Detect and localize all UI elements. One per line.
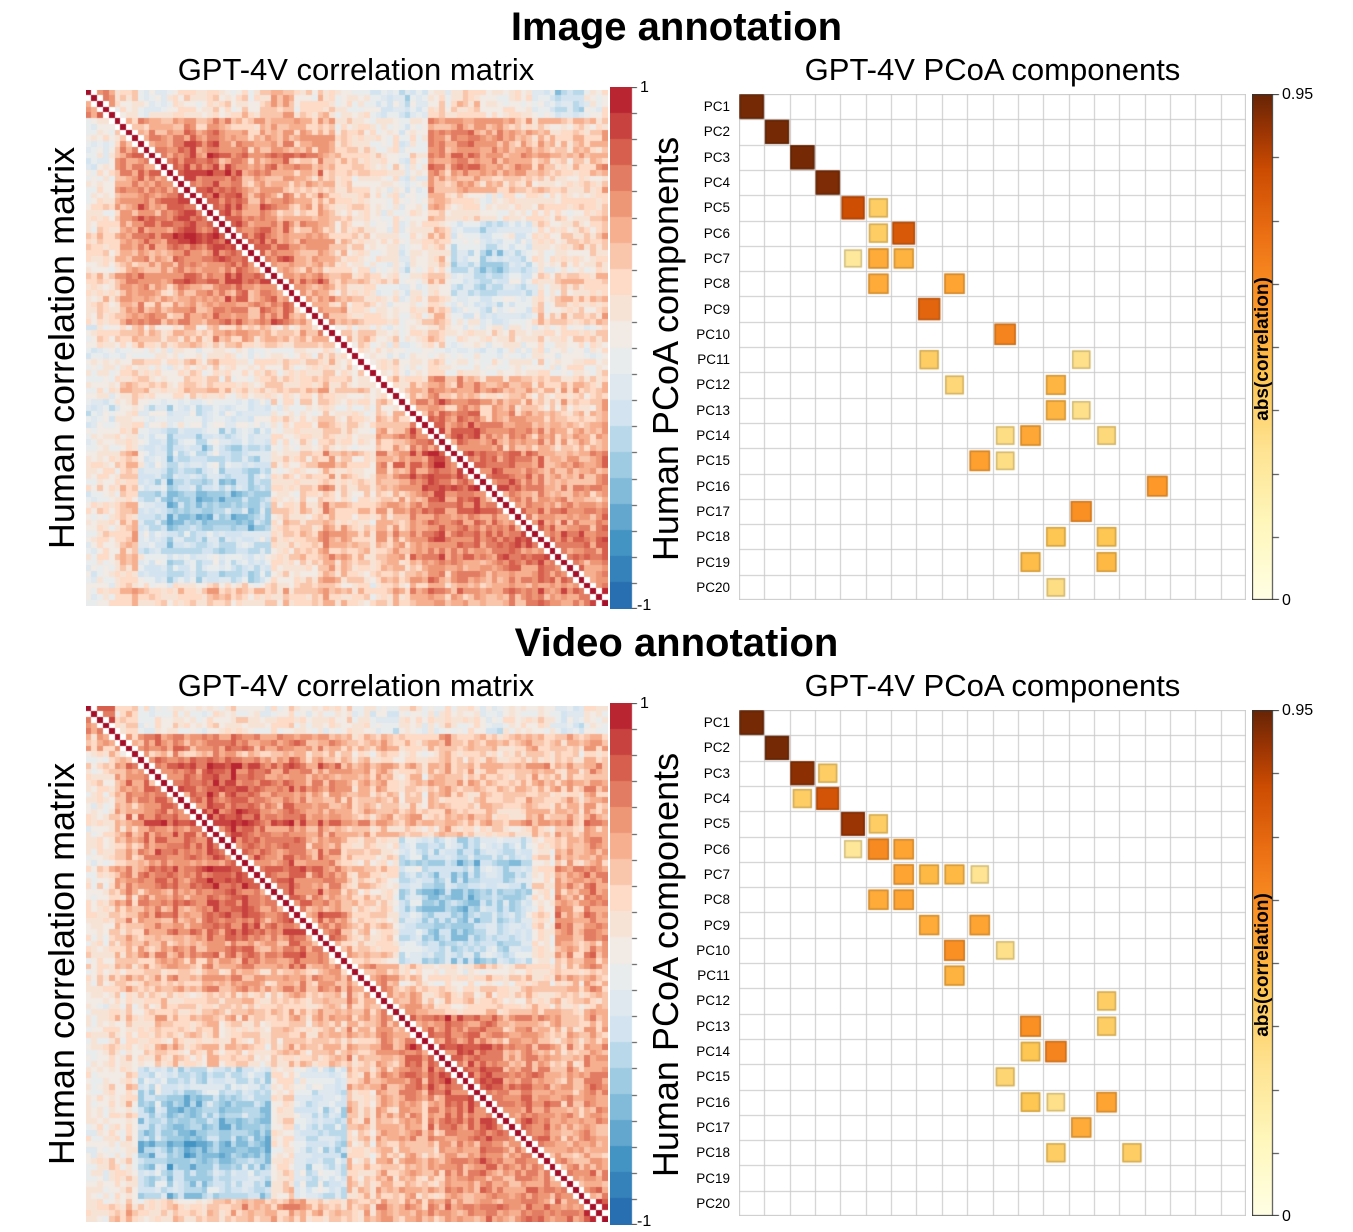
section-title: Image annotation xyxy=(510,5,843,49)
correlation-heatmap-canvas xyxy=(86,706,608,1222)
heatmap-colorbar-min: -1 xyxy=(637,597,652,614)
pcoa-row-label: PC8 xyxy=(703,276,730,292)
pcoa-row-label: PC11 xyxy=(697,968,730,984)
section-image-annotation: Image annotation GPT-4V correlation matr… xyxy=(41,5,1314,614)
pcoa-title: GPT-4V PCoA components xyxy=(804,52,1181,87)
heatmap-colorbar-max: 1 xyxy=(640,695,649,712)
pcoa-ylabel: Human PCoA components xyxy=(645,136,686,562)
correlation-heatmap-canvas xyxy=(86,90,608,606)
pcoa-row-label: PC16 xyxy=(696,478,730,494)
heatmap-colorbar xyxy=(610,703,642,1225)
pcoa-row-label: PC6 xyxy=(703,841,730,857)
pcoa-row-label: PC18 xyxy=(696,529,730,545)
pcoa-row-label: PC2 xyxy=(703,740,730,756)
pcoa-row-label: PC7 xyxy=(703,866,730,882)
pcoa-row-label: PC13 xyxy=(696,1018,730,1034)
pcoa-colorbar-min: 0 xyxy=(1282,1208,1291,1225)
heatmap-ylabel: Human correlation matrix xyxy=(41,146,82,550)
pcoa-row-label: PC12 xyxy=(696,377,730,393)
pcoa-row-label: PC3 xyxy=(703,765,730,781)
pcoa-row-label: PC10 xyxy=(696,942,730,958)
pcoa-colorbar-label: abs(correlation) xyxy=(1252,277,1273,421)
heatmap-colorbar-max: 1 xyxy=(640,79,649,96)
pcoa-row-label: PC19 xyxy=(696,1170,730,1186)
pcoa-grid-canvas xyxy=(739,710,1246,1216)
pcoa-row-label: PC7 xyxy=(703,250,730,266)
pcoa-row-label: PC20 xyxy=(696,1195,730,1211)
pcoa-row-label: PC4 xyxy=(703,175,730,191)
pcoa-row-label: PC8 xyxy=(703,892,730,908)
heatmap-title: GPT-4V correlation matrix xyxy=(177,668,535,703)
pcoa-row-label: PC18 xyxy=(696,1145,730,1161)
pcoa-row-label: PC20 xyxy=(696,579,730,595)
pcoa-row-label: PC1 xyxy=(703,99,730,115)
pcoa-colorbar-min: 0 xyxy=(1282,592,1291,609)
heatmap-title: GPT-4V correlation matrix xyxy=(177,52,535,87)
pcoa-row-label: PC2 xyxy=(703,124,730,140)
heatmap-ylabel: Human correlation matrix xyxy=(41,762,82,1166)
pcoa-row-label: PC15 xyxy=(696,453,730,469)
pcoa-row-label: PC9 xyxy=(703,301,730,317)
pcoa-colorbar xyxy=(1252,94,1286,600)
pcoa-colorbar-label: abs(correlation) xyxy=(1252,893,1273,1037)
pcoa-row-label: PC9 xyxy=(703,917,730,933)
pcoa-colorbar xyxy=(1252,710,1286,1216)
pcoa-row-label: PC13 xyxy=(696,402,730,418)
pcoa-row-label: PC4 xyxy=(703,791,730,807)
pcoa-row-label: PC19 xyxy=(696,554,730,570)
pcoa-row-labels: PC1 PC2 PC3 PC4 PC5 PC6 PC7 PC8 PC9 PC10 PC11 PC12 P… xyxy=(683,94,735,600)
pcoa-row-label: PC14 xyxy=(696,1044,730,1060)
pcoa-row-labels: PC1 PC2 PC3 PC4 PC5 PC6 PC7 PC8 PC9 PC10 PC11 PC12 P… xyxy=(683,710,735,1216)
pcoa-colorbar-max: 0.95 xyxy=(1282,86,1314,103)
section-video-annotation: Video annotation GPT-4V correlation matr… xyxy=(0,616,1353,1232)
pcoa-row-label: PC15 xyxy=(696,1069,730,1085)
pcoa-row-label: PC5 xyxy=(703,816,730,832)
heatmap-colorbar xyxy=(610,87,642,609)
pcoa-row-label: PC17 xyxy=(696,1119,730,1135)
pcoa-colorbar-max: 0.95 xyxy=(1282,702,1314,719)
pcoa-row-label: PC11 xyxy=(697,352,730,368)
pcoa-row-label: PC17 xyxy=(696,503,730,519)
pcoa-row-label: PC12 xyxy=(696,993,730,1009)
pcoa-row-label: PC6 xyxy=(703,225,730,241)
pcoa-row-label: PC14 xyxy=(696,428,730,444)
pcoa-row-label: PC1 xyxy=(703,715,730,731)
pcoa-row-label: PC5 xyxy=(703,200,730,216)
pcoa-row-label: PC10 xyxy=(696,326,730,342)
pcoa-ylabel: Human PCoA components xyxy=(645,752,686,1178)
pcoa-grid-canvas xyxy=(739,94,1246,600)
heatmap-colorbar-min: -1 xyxy=(637,1213,652,1230)
pcoa-row-label: PC3 xyxy=(703,149,730,165)
pcoa-row-label: PC16 xyxy=(696,1094,730,1110)
pcoa-title: GPT-4V PCoA components xyxy=(804,668,1181,703)
section-title: Video annotation xyxy=(514,621,839,665)
